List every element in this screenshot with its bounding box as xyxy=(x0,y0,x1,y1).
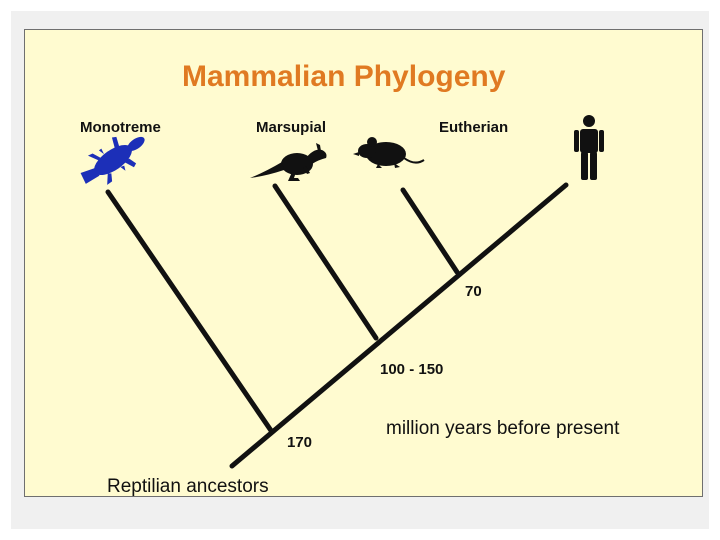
taxon-label-eutherian: Eutherian xyxy=(439,119,508,136)
diagram-panel xyxy=(24,29,703,497)
human-icon xyxy=(574,115,604,180)
branch-marsupial xyxy=(272,183,379,341)
node-label-root: 170 xyxy=(287,434,312,451)
node-label-eutherian-split: 70 xyxy=(465,283,482,300)
taxon-label-monotreme: Monotreme xyxy=(80,119,161,136)
node-label-marsupial-split: 100 - 150 xyxy=(380,361,443,378)
mouse-icon xyxy=(353,137,425,168)
kangaroo-icon xyxy=(250,143,327,181)
root-label: Reptilian ancestors xyxy=(107,476,269,497)
diagram-title: Mammalian Phylogeny xyxy=(182,60,506,93)
branch-monotreme xyxy=(105,189,275,435)
branches xyxy=(105,182,569,469)
taxon-label-marsupial: Marsupial xyxy=(256,119,326,136)
branch-eutherian xyxy=(400,187,460,275)
main-trunk xyxy=(229,182,569,469)
time-scale-note: million years before present xyxy=(386,418,620,439)
platypus-icon xyxy=(80,136,145,185)
